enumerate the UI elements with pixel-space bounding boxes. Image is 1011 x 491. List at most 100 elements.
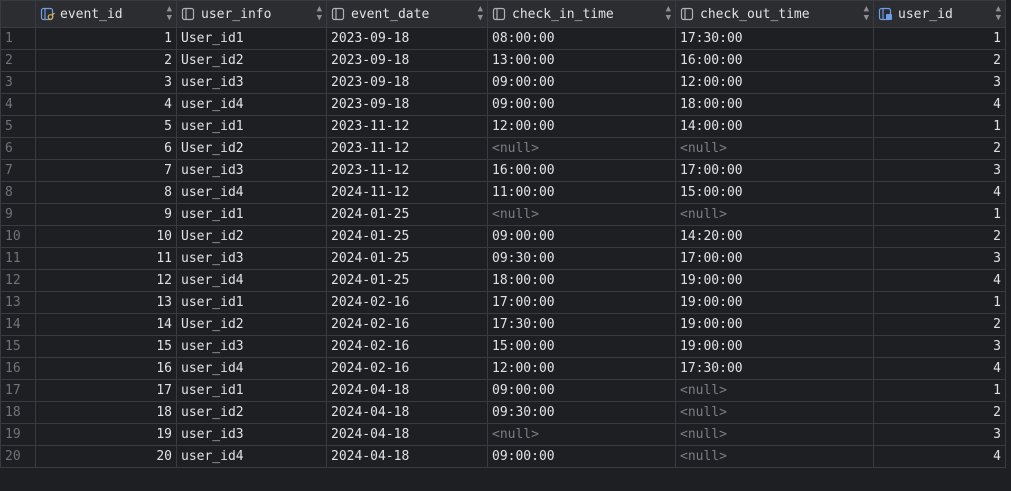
cell-check-out-time[interactable]: <null> bbox=[675, 203, 874, 226]
cell-event-date[interactable]: 2024-02-16 bbox=[326, 335, 488, 358]
sort-icon[interactable]: ▲ ▼ bbox=[995, 4, 1001, 23]
cell-user-info[interactable]: user_id1 bbox=[176, 379, 327, 402]
cell-check-in-time[interactable]: 09:30:00 bbox=[487, 401, 676, 424]
cell-check-out-time[interactable]: 15:00:00 bbox=[675, 181, 874, 204]
sort-icon[interactable]: ▲ ▼ bbox=[477, 4, 483, 23]
cell-user-info[interactable]: user_id3 bbox=[176, 71, 327, 94]
cell-check-out-time[interactable]: 17:30:00 bbox=[675, 27, 874, 50]
cell-user-id[interactable]: 1 bbox=[873, 115, 1006, 138]
cell-check-in-time[interactable]: 09:00:00 bbox=[487, 445, 676, 468]
table-row[interactable]: 12 12 user_id4 2024-01-25 18:00:00 19:00:00 4 bbox=[0, 269, 1006, 292]
cell-user-id[interactable]: 1 bbox=[873, 27, 1006, 50]
column-header-user-id[interactable]: user_id ▲ ▼ bbox=[873, 0, 1006, 28]
cell-user-id[interactable]: 1 bbox=[873, 291, 1006, 314]
table-row[interactable]: 10 10 User_id2 2024-01-25 09:00:00 14:20:00 2 bbox=[0, 225, 1006, 248]
table-row[interactable]: 8 8 user_id4 2024-11-12 11:00:00 15:00:00 4 bbox=[0, 181, 1006, 204]
cell-user-id[interactable]: 4 bbox=[873, 357, 1006, 380]
table-row[interactable]: 14 14 User_id2 2024-02-16 17:30:00 19:00:00 2 bbox=[0, 313, 1006, 336]
cell-user-info[interactable]: User_id2 bbox=[176, 225, 327, 248]
table-row[interactable]: 9 9 user_id1 2024-01-25 <null> <null> 1 bbox=[0, 203, 1006, 226]
table-row[interactable]: 7 7 user_id3 2023-11-12 16:00:00 17:00:00 3 bbox=[0, 159, 1006, 182]
table-row[interactable]: 6 6 User_id2 2023-11-12 <null> <null> 2 bbox=[0, 137, 1006, 160]
cell-check-in-time[interactable]: 09:00:00 bbox=[487, 225, 676, 248]
cell-event-date[interactable]: 2023-09-18 bbox=[326, 27, 488, 50]
cell-user-id[interactable]: 3 bbox=[873, 423, 1006, 446]
cell-event-date[interactable]: 2024-01-25 bbox=[326, 269, 488, 292]
cell-event-date[interactable]: 2023-09-18 bbox=[326, 71, 488, 94]
cell-event-id[interactable]: 15 bbox=[35, 335, 177, 358]
table-row[interactable]: 20 20 user_id4 2024-04-18 09:00:00 <null> 4 bbox=[0, 445, 1006, 468]
cell-event-id[interactable]: 2 bbox=[35, 49, 177, 72]
cell-user-info[interactable]: user_id3 bbox=[176, 335, 327, 358]
cell-check-in-time[interactable]: 11:00:00 bbox=[487, 181, 676, 204]
cell-check-out-time[interactable]: 12:00:00 bbox=[675, 71, 874, 94]
cell-event-id[interactable]: 9 bbox=[35, 203, 177, 226]
cell-user-id[interactable]: 3 bbox=[873, 335, 1006, 358]
cell-user-info[interactable]: user_id1 bbox=[176, 115, 327, 138]
cell-event-id[interactable]: 20 bbox=[35, 445, 177, 468]
cell-event-date[interactable]: 2024-04-18 bbox=[326, 379, 488, 402]
cell-check-in-time[interactable]: <null> bbox=[487, 137, 676, 160]
cell-user-info[interactable]: User_id2 bbox=[176, 313, 327, 336]
cell-user-id[interactable]: 2 bbox=[873, 49, 1006, 72]
table-row[interactable]: 1 1 User_id1 2023-09-18 08:00:00 17:30:00 1 bbox=[0, 27, 1006, 50]
cell-event-id[interactable]: 17 bbox=[35, 379, 177, 402]
cell-check-out-time[interactable]: <null> bbox=[675, 401, 874, 424]
cell-event-date[interactable]: 2024-04-18 bbox=[326, 445, 488, 468]
cell-event-date[interactable]: 2023-11-12 bbox=[326, 115, 488, 138]
cell-event-date[interactable]: 2024-04-18 bbox=[326, 423, 488, 446]
cell-user-id[interactable]: 3 bbox=[873, 71, 1006, 94]
column-header-check-in-time[interactable]: check_in_time ▲ ▼ bbox=[487, 0, 676, 28]
cell-user-info[interactable]: user_id1 bbox=[176, 203, 327, 226]
cell-user-info[interactable]: User_id1 bbox=[176, 27, 327, 50]
sort-icon[interactable]: ▲ ▼ bbox=[316, 4, 322, 23]
cell-event-date[interactable]: 2023-11-12 bbox=[326, 159, 488, 182]
cell-check-in-time[interactable]: <null> bbox=[487, 203, 676, 226]
cell-event-id[interactable]: 16 bbox=[35, 357, 177, 380]
cell-check-out-time[interactable]: 19:00:00 bbox=[675, 291, 874, 314]
cell-user-info[interactable]: user_id3 bbox=[176, 159, 327, 182]
cell-event-date[interactable]: 2024-11-12 bbox=[326, 181, 488, 204]
cell-check-out-time[interactable]: <null> bbox=[675, 379, 874, 402]
column-header-event-date[interactable]: event_date ▲ ▼ bbox=[326, 0, 488, 28]
cell-event-id[interactable]: 14 bbox=[35, 313, 177, 336]
cell-user-id[interactable]: 2 bbox=[873, 313, 1006, 336]
sort-icon[interactable]: ▲ ▼ bbox=[665, 4, 671, 23]
cell-user-info[interactable]: User_id2 bbox=[176, 49, 327, 72]
cell-event-date[interactable]: 2023-09-18 bbox=[326, 93, 488, 116]
cell-check-in-time[interactable]: 15:00:00 bbox=[487, 335, 676, 358]
cell-check-in-time[interactable]: 17:00:00 bbox=[487, 291, 676, 314]
cell-user-id[interactable]: 4 bbox=[873, 93, 1006, 116]
table-row[interactable]: 11 11 user_id3 2024-01-25 09:30:00 17:00:00 3 bbox=[0, 247, 1006, 270]
cell-check-in-time[interactable]: 09:00:00 bbox=[487, 93, 676, 116]
cell-event-id[interactable]: 4 bbox=[35, 93, 177, 116]
cell-check-in-time[interactable]: 17:30:00 bbox=[487, 313, 676, 336]
cell-check-out-time[interactable]: <null> bbox=[675, 445, 874, 468]
cell-user-info[interactable]: user_id4 bbox=[176, 93, 327, 116]
cell-event-id[interactable]: 7 bbox=[35, 159, 177, 182]
cell-check-in-time[interactable]: 09:00:00 bbox=[487, 379, 676, 402]
cell-check-in-time[interactable]: 09:30:00 bbox=[487, 247, 676, 270]
cell-user-id[interactable]: 4 bbox=[873, 181, 1006, 204]
cell-event-date[interactable]: 2023-11-12 bbox=[326, 137, 488, 160]
cell-event-id[interactable]: 19 bbox=[35, 423, 177, 446]
cell-user-id[interactable]: 2 bbox=[873, 225, 1006, 248]
cell-user-info[interactable]: User_id2 bbox=[176, 137, 327, 160]
cell-user-id[interactable]: 4 bbox=[873, 445, 1006, 468]
cell-event-date[interactable]: 2024-01-25 bbox=[326, 225, 488, 248]
cell-check-out-time[interactable]: 19:00:00 bbox=[675, 269, 874, 292]
column-header-user-info[interactable]: user_info ▲ ▼ bbox=[176, 0, 327, 28]
column-header-check-out-time[interactable]: check_out_time ▲ ▼ bbox=[675, 0, 874, 28]
cell-check-out-time[interactable]: 14:00:00 bbox=[675, 115, 874, 138]
cell-user-info[interactable]: user_id2 bbox=[176, 401, 327, 424]
sort-icon[interactable]: ▲ ▼ bbox=[863, 4, 869, 23]
table-row[interactable]: 2 2 User_id2 2023-09-18 13:00:00 16:00:00 2 bbox=[0, 49, 1006, 72]
cell-check-out-time[interactable]: 17:30:00 bbox=[675, 357, 874, 380]
cell-user-id[interactable]: 3 bbox=[873, 159, 1006, 182]
cell-check-in-time[interactable]: 12:00:00 bbox=[487, 357, 676, 380]
cell-event-date[interactable]: 2024-04-18 bbox=[326, 401, 488, 424]
cell-check-in-time[interactable]: 12:00:00 bbox=[487, 115, 676, 138]
cell-user-info[interactable]: user_id3 bbox=[176, 247, 327, 270]
cell-event-date[interactable]: 2024-02-16 bbox=[326, 357, 488, 380]
cell-check-out-time[interactable]: 17:00:00 bbox=[675, 159, 874, 182]
